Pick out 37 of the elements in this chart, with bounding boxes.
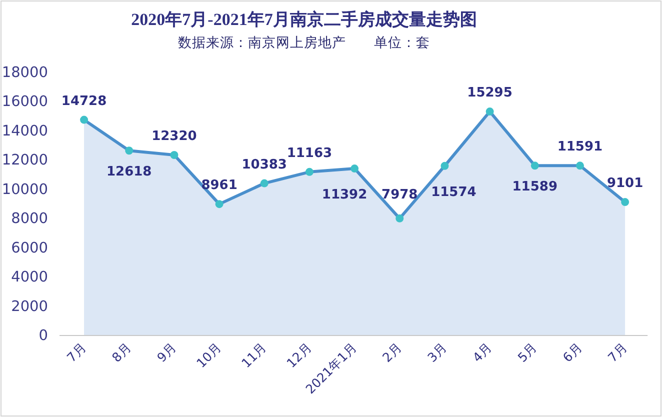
data-label: 11163 [286,146,332,161]
data-label: 9101 [606,176,644,192]
x-tick-label: 2月 [379,340,405,365]
data-label: 11589 [512,180,558,195]
data-label: 7978 [382,187,418,202]
data-label: 12320 [152,128,197,144]
data-label: 11392 [322,188,368,203]
y-tick-label: 18000 [2,65,48,81]
x-tick-label: 10月 [193,340,224,371]
chart-title: 2020年7月-2021年7月南京二手房成交量走势图 [131,10,477,29]
x-tick-label: 12月 [284,340,315,371]
y-tick-label: 6000 [11,240,48,256]
y-tick-label: 12000 [2,152,48,169]
y-tick-label: 10000 [2,182,48,198]
data-label: 15295 [467,86,512,101]
data-label: 14728 [61,94,107,109]
data-label: 8961 [201,178,238,194]
data-label: 11591 [557,140,603,155]
y-tick-label: 4000 [11,270,48,286]
y-tick-label: 16000 [2,94,48,110]
x-tick-label: 4月 [470,340,495,365]
y-tick-label: 8000 [11,211,48,228]
x-tick-label: 3月 [424,340,450,365]
x-tick-label: 7月 [64,340,90,365]
x-tick-label: 9月 [154,340,180,365]
data-label: 12618 [106,164,152,180]
y-tick-label: 14000 [2,123,48,140]
x-tick-label: 7月 [604,340,630,365]
chart-subtitle: 数据来源：南京网上房地产 单位：套 [178,35,430,51]
x-tick-label: 11月 [238,340,270,371]
data-label: 11574 [431,184,476,200]
data-label: 10383 [242,157,287,172]
x-tick-label: 8月 [108,340,134,365]
x-tick-label: 5月 [514,340,540,365]
y-tick-label: 0 [38,328,48,344]
x-tick-label: 6月 [560,340,586,365]
y-tick-label: 2000 [11,298,48,315]
